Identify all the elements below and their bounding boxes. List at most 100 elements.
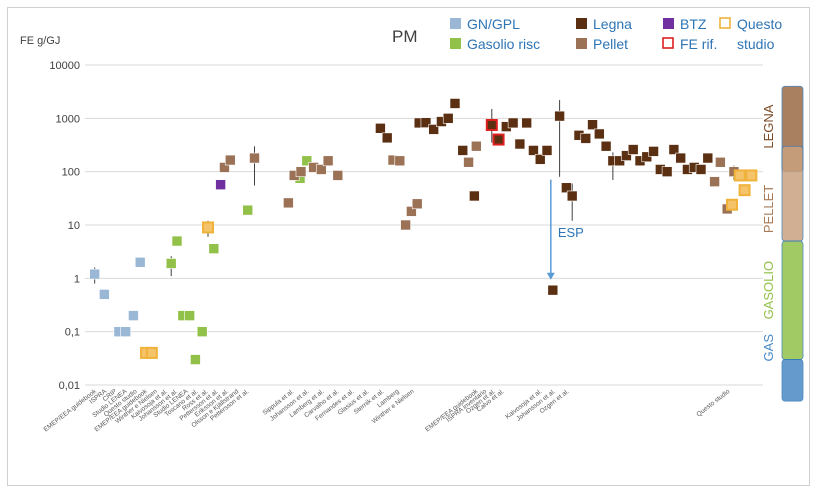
- data-point: [528, 145, 539, 156]
- legend-label: Gasolio risc: [467, 36, 540, 52]
- data-point: [507, 117, 519, 129]
- legend-swatch: [719, 17, 731, 29]
- data-point: [534, 154, 546, 165]
- legend-swatch: [576, 38, 587, 49]
- esp-annotation: ESP: [558, 225, 584, 240]
- data-point: [375, 123, 386, 134]
- data-point: [627, 144, 639, 155]
- data-point: [316, 164, 327, 175]
- data-point: [89, 268, 100, 280]
- data-point: [471, 140, 482, 152]
- data-point: [621, 150, 632, 161]
- legend-label: GN/GPL: [467, 16, 520, 32]
- data-point: [196, 326, 208, 337]
- data-point: [547, 284, 559, 296]
- y-tick-label: 0,01: [59, 380, 80, 392]
- y-tick-label: 100: [62, 167, 80, 179]
- data-point: [661, 166, 673, 177]
- pm-emission-factor-chart: FE g/GJ PM 0,01 0,1 1 10 100 1000 10000 EMEP/EEA …: [20, 16, 804, 434]
- data-point: [184, 310, 195, 321]
- legend-label: Legna: [593, 16, 632, 32]
- legend-swatch: [450, 18, 461, 29]
- y-tick-label: 0,1: [65, 327, 80, 339]
- data-point: [332, 170, 344, 181]
- data-point: [541, 145, 553, 156]
- data-point: [171, 235, 183, 247]
- chart-title: PM: [392, 27, 418, 46]
- data-point: [745, 169, 758, 182]
- data-point: [709, 176, 720, 187]
- data-point: [594, 128, 605, 140]
- data-point: [702, 152, 714, 164]
- data-point: [428, 124, 439, 135]
- data-point: [120, 326, 131, 337]
- data-point: [283, 197, 294, 209]
- data-point: [295, 166, 307, 177]
- data-point: [381, 132, 393, 144]
- data-point: [733, 169, 746, 182]
- data-point: [492, 133, 505, 146]
- data-point: [165, 258, 177, 269]
- x-tick-label: EMEP/EEA guidebook: [43, 388, 99, 434]
- data-point: [449, 98, 461, 109]
- range-label: GASOLIO: [761, 261, 776, 320]
- data-point: [675, 152, 686, 164]
- data-point: [202, 221, 215, 234]
- range-segment-gas: [781, 359, 804, 402]
- legend-swatch: [662, 37, 674, 49]
- data-point: [648, 146, 659, 157]
- range-label: GAS: [761, 334, 776, 362]
- data-point: [420, 117, 432, 128]
- data-point: [394, 155, 406, 167]
- data-point: [190, 354, 201, 365]
- data-point: [587, 119, 598, 130]
- data-point: [99, 289, 110, 300]
- data-point: [224, 154, 236, 166]
- data-point: [514, 138, 526, 150]
- data-point: [145, 346, 158, 359]
- range-segment-gasolio: [781, 240, 804, 360]
- data-point: [600, 140, 612, 152]
- data-point: [128, 310, 139, 321]
- range-label: PELLET: [761, 185, 776, 233]
- legend-swatch: [663, 18, 674, 29]
- data-point: [561, 182, 572, 194]
- data-point: [485, 118, 498, 131]
- data-point: [695, 164, 707, 175]
- data-point: [738, 184, 751, 197]
- range-label: LEGNA: [761, 104, 776, 148]
- data-point: [469, 190, 480, 202]
- data-point: [521, 117, 532, 129]
- data-point: [406, 206, 417, 217]
- data-point: [463, 156, 474, 168]
- data-point: [641, 151, 653, 163]
- data-point: [219, 162, 230, 173]
- data-point: [668, 144, 680, 155]
- data-point: [457, 145, 469, 156]
- data-point: [301, 155, 313, 167]
- data-point: [215, 179, 226, 190]
- legend-swatch: [576, 18, 587, 29]
- legend-label: BTZ: [680, 16, 707, 32]
- legend-label: Pellet: [593, 36, 628, 52]
- data-point: [400, 219, 411, 231]
- y-tick-label: 1000: [56, 113, 80, 125]
- data-point: [566, 190, 578, 202]
- y-axis-label: FE g/GJ: [20, 35, 60, 47]
- data-point: [322, 155, 334, 167]
- data-point: [134, 256, 146, 268]
- legend-swatch: [450, 38, 461, 49]
- data-point: [580, 133, 592, 144]
- data-point: [242, 204, 254, 216]
- data-point: [442, 113, 454, 124]
- legend-label: studio: [737, 36, 775, 52]
- data-point: [726, 198, 739, 211]
- data-point: [249, 152, 260, 164]
- data-point: [554, 110, 565, 122]
- legend-label: FE rif.: [680, 36, 717, 52]
- y-tick-label: 10000: [49, 60, 80, 72]
- y-tick-label: 10: [68, 220, 80, 232]
- range-segment-pellet: [781, 145, 804, 242]
- legend-label: Questo: [737, 16, 782, 32]
- data-point: [715, 156, 726, 168]
